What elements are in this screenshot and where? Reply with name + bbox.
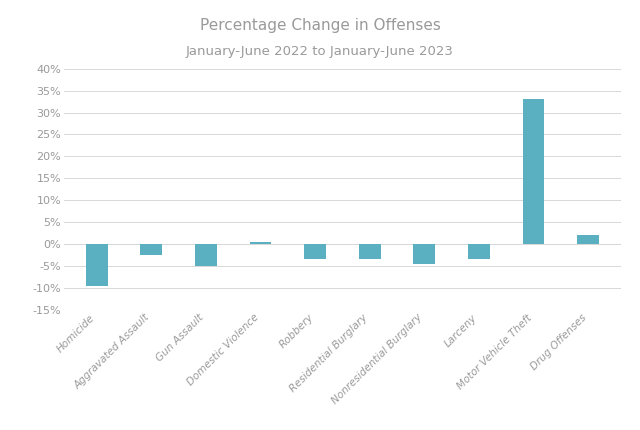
Text: Percentage Change in Offenses: Percentage Change in Offenses (200, 18, 440, 33)
Bar (522, 99, 545, 244)
Text: January-June 2022 to January-June 2023: January-June 2022 to January-June 2023 (186, 45, 454, 58)
Bar (359, 244, 381, 259)
Bar (195, 244, 217, 266)
Bar (468, 244, 490, 259)
Bar (304, 244, 326, 259)
Bar (140, 244, 163, 255)
Bar (86, 244, 108, 286)
Bar (413, 244, 435, 264)
Bar (250, 242, 271, 244)
Bar (577, 235, 599, 244)
